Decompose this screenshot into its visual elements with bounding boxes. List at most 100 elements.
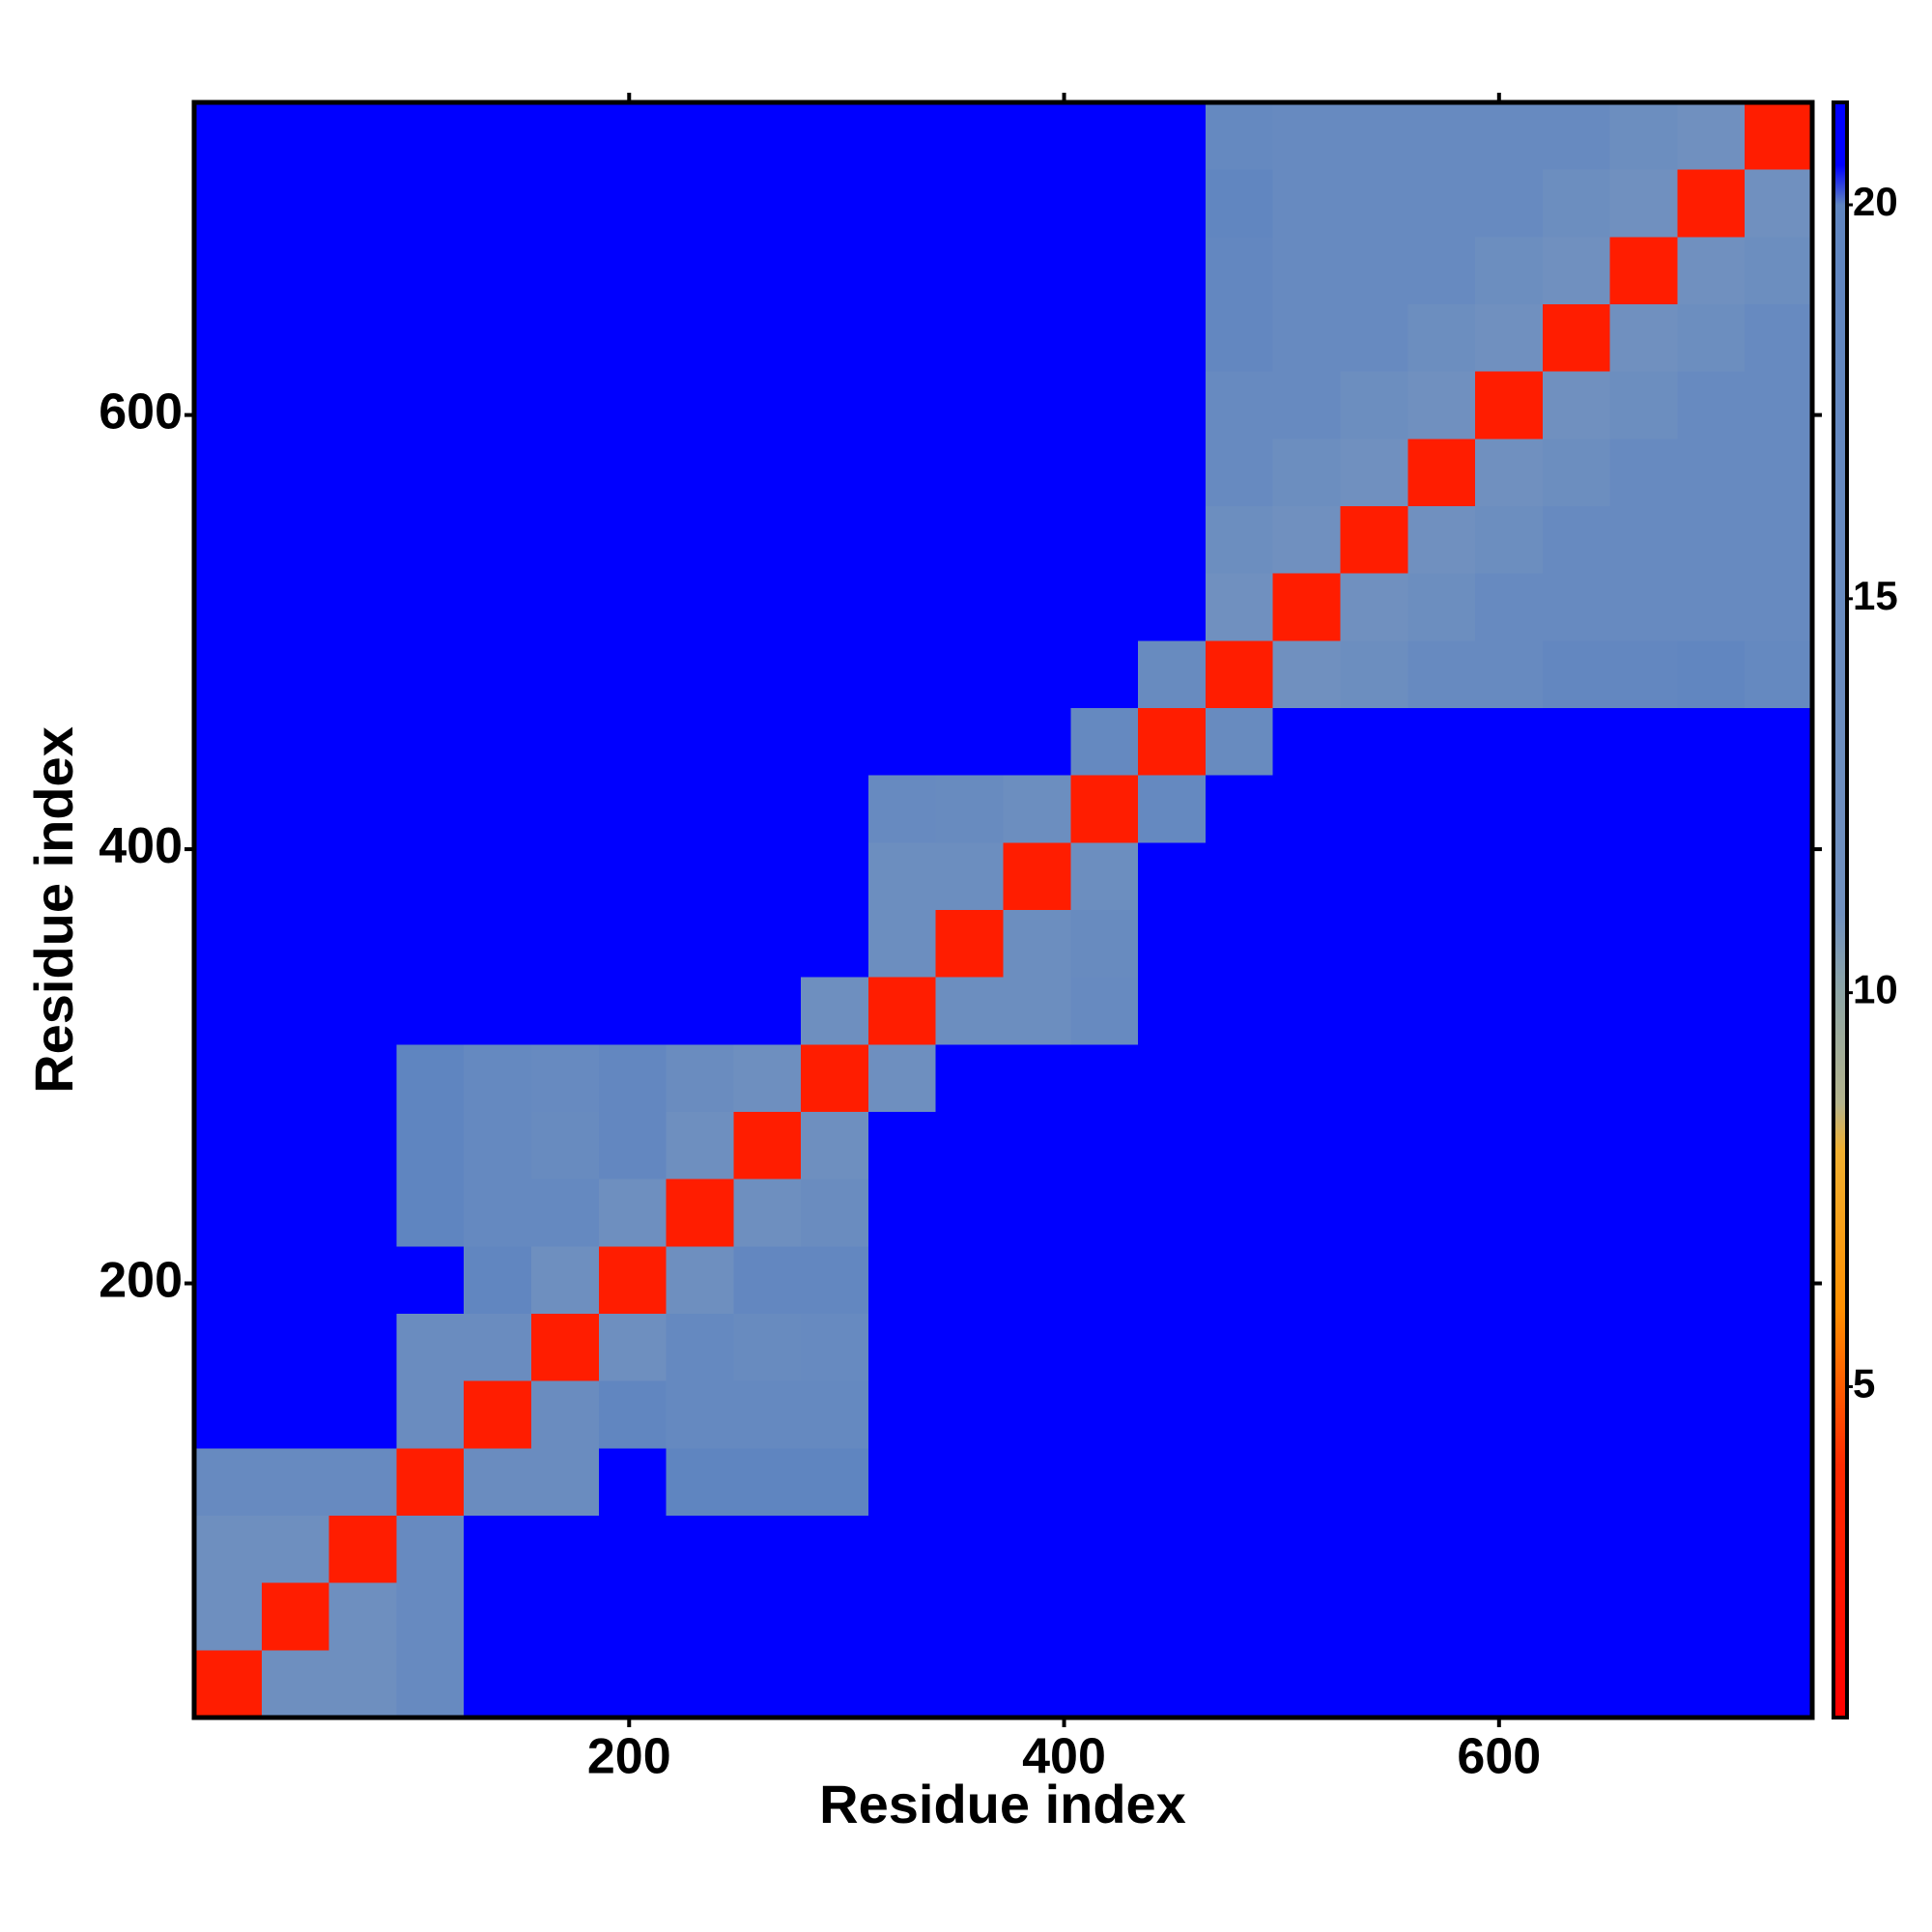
heatmap-cell [598, 1179, 667, 1247]
heatmap-cell [1407, 506, 1476, 574]
heatmap-cell [598, 640, 667, 708]
heatmap-cell [328, 169, 397, 238]
heatmap-cell [801, 169, 868, 238]
heatmap-cell [194, 169, 262, 238]
heatmap-cell [935, 1448, 1004, 1516]
heatmap-cell [801, 842, 868, 910]
heatmap-cell [1407, 102, 1476, 170]
heatmap-cell [1407, 910, 1476, 978]
heatmap-cell [1609, 439, 1678, 506]
heatmap-cell [1475, 1650, 1543, 1718]
heatmap-cell [1272, 506, 1341, 574]
heatmap-cell [867, 910, 936, 978]
heatmap-cell [1609, 1650, 1678, 1718]
heatmap-cell [1070, 573, 1139, 641]
heatmap-cell [261, 708, 329, 776]
heatmap-cell [666, 1516, 734, 1583]
heatmap-cell [530, 842, 599, 910]
heatmap-cell [801, 304, 868, 372]
heatmap-cell [530, 1380, 599, 1449]
heatmap-cell [1340, 910, 1408, 978]
heatmap-cell [1340, 1044, 1408, 1112]
heatmap-cell [261, 640, 329, 708]
heatmap-cell [1475, 371, 1543, 440]
heatmap-cell [1609, 169, 1678, 238]
heatmap-cell [328, 1650, 397, 1718]
heatmap-cell [867, 506, 936, 574]
heatmap-cell [1745, 977, 1812, 1045]
heatmap-cell [801, 708, 868, 776]
heatmap-cell [1138, 237, 1206, 304]
heatmap-cell [1677, 1179, 1746, 1247]
heatmap-cell [666, 1650, 734, 1718]
heatmap-cell [1205, 102, 1273, 170]
heatmap-cell [598, 775, 667, 843]
heatmap-cell [328, 1314, 397, 1381]
heatmap-cell [1745, 573, 1812, 641]
heatmap-cell [1272, 371, 1341, 440]
heatmap-cell [1475, 1179, 1543, 1247]
heatmap-cell [1205, 1448, 1273, 1516]
heatmap-cell [1745, 371, 1812, 440]
heatmap-cell [1677, 977, 1746, 1045]
heatmap-cell [867, 169, 936, 238]
heatmap-cell [1138, 708, 1206, 776]
heatmap-cell [1475, 708, 1543, 776]
heatmap-cell [328, 1044, 397, 1112]
heatmap-cell [261, 1044, 329, 1112]
heatmap [194, 102, 1812, 1718]
heatmap-cell [261, 1112, 329, 1179]
heatmap-cell [1407, 640, 1476, 708]
heatmap-cell [1745, 910, 1812, 978]
heatmap-cell [328, 237, 397, 304]
heatmap-cell [1609, 102, 1678, 170]
heatmap-cell [935, 169, 1004, 238]
heatmap-cell [935, 1246, 1004, 1314]
heatmap-cell [1542, 237, 1610, 304]
heatmap-cell [801, 1314, 868, 1381]
heatmap-cell [598, 506, 667, 574]
heatmap-cell [464, 775, 531, 843]
heatmap-cell [328, 1448, 397, 1516]
heatmap-cell [867, 237, 936, 304]
heatmap-cell [1542, 842, 1610, 910]
heatmap-cell [1542, 102, 1610, 170]
heatmap-cell [801, 506, 868, 574]
heatmap-cell [1542, 977, 1610, 1045]
heatmap-cell [733, 169, 802, 238]
heatmap-cell [867, 977, 936, 1045]
heatmap-cell [1542, 1380, 1610, 1449]
heatmap-cell [867, 708, 936, 776]
heatmap-cell [1205, 1044, 1273, 1112]
heatmap-cell [261, 573, 329, 641]
heatmap-cell [261, 439, 329, 506]
heatmap-cell [194, 1516, 262, 1583]
heatmap-cell [1475, 102, 1543, 170]
heatmap-cell [1138, 1380, 1206, 1449]
heatmap-cell [801, 1044, 868, 1112]
heatmap-cell [1205, 439, 1273, 506]
heatmap-cell [867, 1314, 936, 1381]
heatmap-cell [1475, 439, 1543, 506]
heatmap-cell [464, 1179, 531, 1247]
heatmap-cell [1205, 1650, 1273, 1718]
heatmap-cell [1070, 640, 1139, 708]
heatmap-cell [1138, 1448, 1206, 1516]
heatmap-cell [935, 371, 1004, 440]
heatmap-cell [1340, 708, 1408, 776]
heatmap-cell [464, 1380, 531, 1449]
heatmap-cell [1609, 1314, 1678, 1381]
heatmap-cell [1272, 1314, 1341, 1381]
heatmap-cell [1407, 1179, 1476, 1247]
heatmap-cell [1272, 1112, 1341, 1179]
heatmap-cell [396, 371, 465, 440]
heatmap-cell [1070, 237, 1139, 304]
heatmap-cell [1407, 1582, 1476, 1651]
heatmap-cell [1677, 237, 1746, 304]
heatmap-cell [1475, 1314, 1543, 1381]
heatmap-cell [666, 237, 734, 304]
heatmap-cell [530, 1582, 599, 1651]
x-tick-label: 200 [587, 1729, 671, 1785]
heatmap-cell [1542, 1044, 1610, 1112]
